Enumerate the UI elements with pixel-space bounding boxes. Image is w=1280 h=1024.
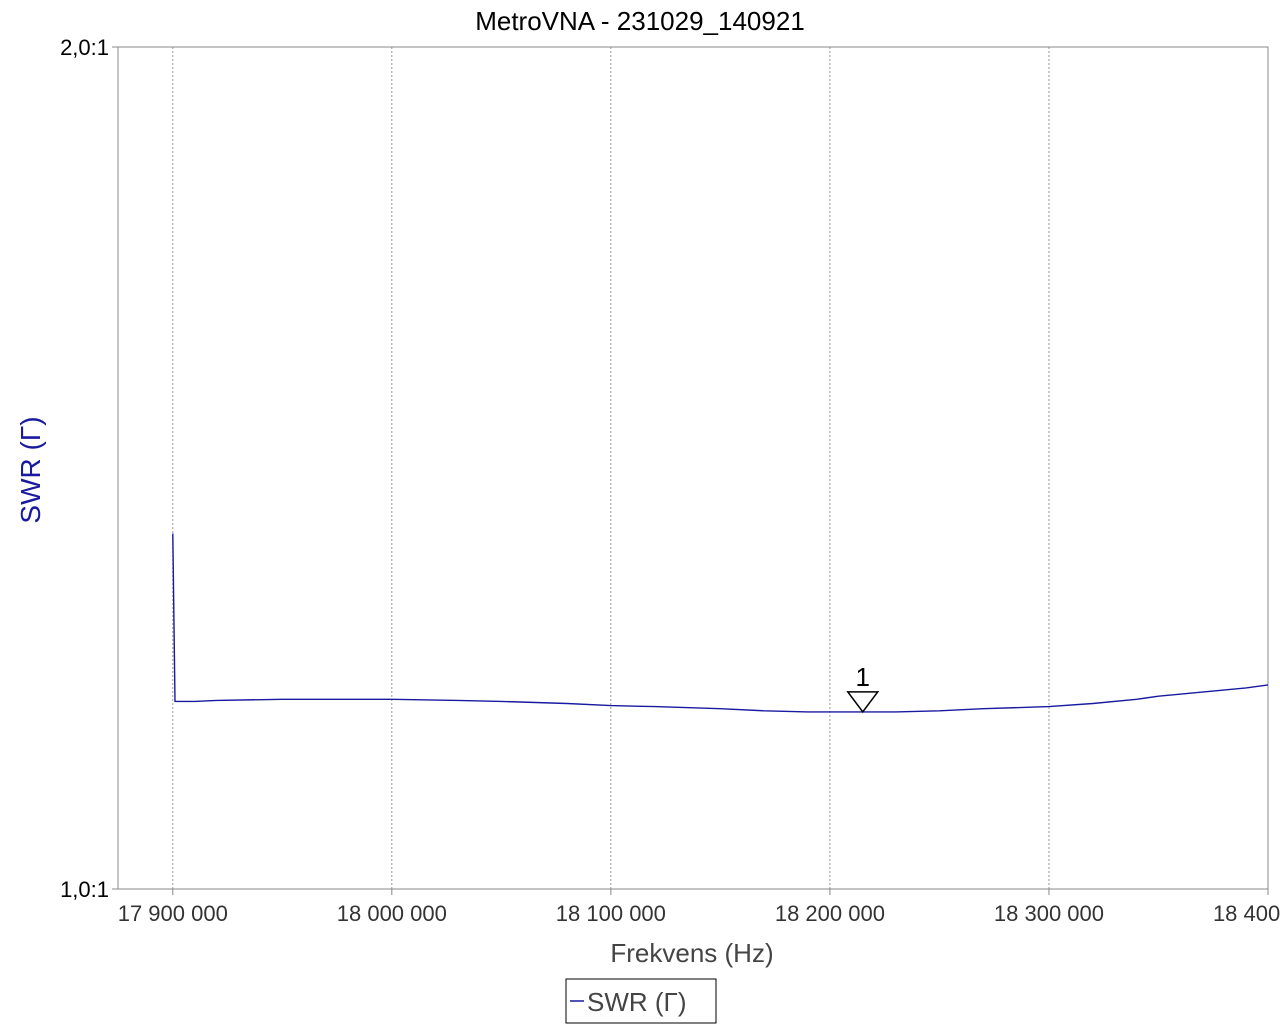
x-tick-label: 18 300 000 <box>994 901 1104 926</box>
x-tick-label: 18 200 000 <box>775 901 885 926</box>
legend-box <box>565 978 717 1024</box>
legend-label-swr: SWR (Γ) <box>587 987 687 1017</box>
marker-triangle <box>846 691 880 714</box>
x-axis-ticks: 17 900 000 18 000 000 18 100 000 18 200 000… <box>118 889 1280 926</box>
x-tick-label: 18 000 000 <box>337 901 447 926</box>
series-layer <box>172 533 1269 713</box>
x-tick-label: 18 100 000 <box>556 901 666 926</box>
y-tick-label: 2,0:1 <box>60 35 109 60</box>
x-axis-label: Frekvens (Hz) <box>610 938 773 968</box>
chart-title: MetroVNA - 231029_140921 <box>475 6 805 36</box>
marker-label: 1 <box>856 662 870 692</box>
y-axis-ticks: 1,0:1 2,0:1 <box>60 35 118 902</box>
plot-frame <box>117 46 1269 890</box>
legend: SWR (Γ) <box>565 978 717 1024</box>
x-tick-label: 17 900 000 <box>118 901 228 926</box>
y-axis-label: SWR (Γ) <box>15 416 46 523</box>
x-tick-label: 18 400 000 <box>1213 901 1280 926</box>
series-line-swr <box>172 533 1269 713</box>
y-tick-label: 1,0:1 <box>60 877 109 902</box>
marker-layer: 1 <box>846 662 880 714</box>
